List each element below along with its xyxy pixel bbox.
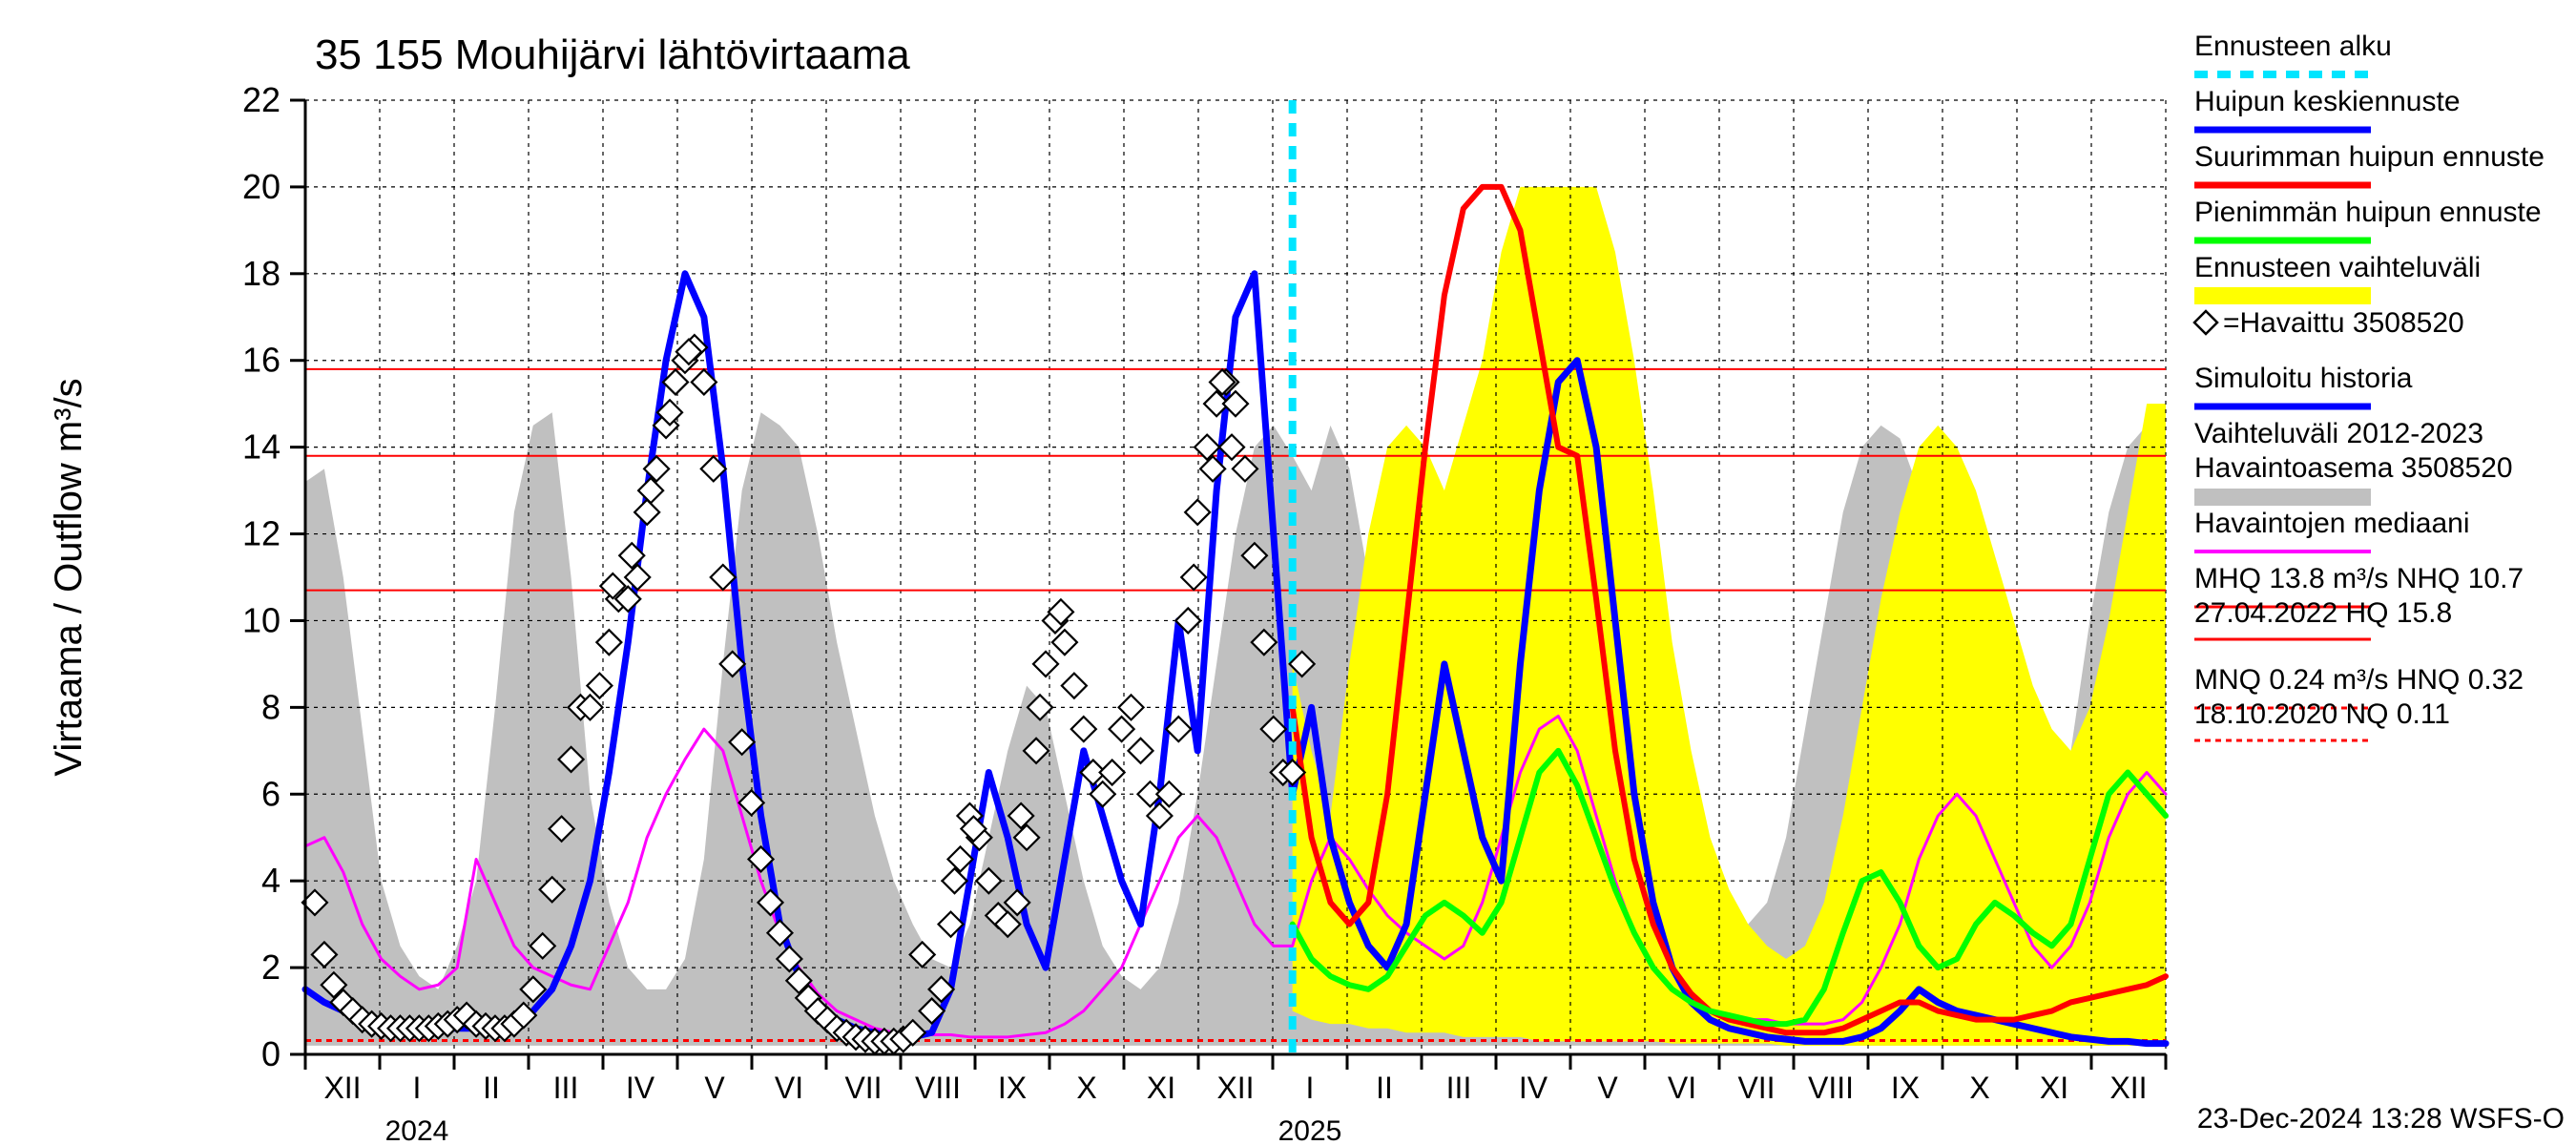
x-month-label: XII (1216, 1071, 1254, 1105)
year-label-left: 2024 (385, 1115, 449, 1145)
legend-label: Ennusteen vaihteluväli (2194, 252, 2481, 283)
y-tick-label: 16 (242, 341, 280, 380)
x-month-label: IX (998, 1071, 1027, 1105)
legend-sublabel: 18.10.2020 NQ 0.11 (2194, 698, 2450, 730)
legend-label: Suurimman huipun ennuste (2194, 141, 2545, 173)
x-month-label: X (1076, 1071, 1096, 1105)
hydrograph-chart: 0246810121416182022XIIIIIIIIIVVVIVIIVIII… (0, 0, 2576, 1145)
legend-sublabel: Havaintoasema 3508520 (2194, 452, 2513, 484)
legend-label: Ennusteen alku (2194, 31, 2392, 62)
x-month-label: V (704, 1071, 725, 1105)
x-month-label: XI (1147, 1071, 1175, 1105)
y-tick-label: 2 (261, 947, 280, 987)
x-month-label: VII (844, 1071, 882, 1105)
legend: Ennusteen alku Huipun keskiennuste Suurimm… (2194, 31, 2545, 740)
y-tick-label: 4 (261, 861, 280, 900)
x-month-label: IV (626, 1071, 655, 1105)
y-tick-label: 8 (261, 687, 280, 726)
legend-label: MHQ 13.8 m³/s NHQ 10.7 (2194, 563, 2524, 594)
y-axis-label: Virtaama / Outflow m³/s (48, 378, 90, 776)
x-month-label: XII (2109, 1071, 2147, 1105)
x-month-label: VIII (915, 1071, 961, 1105)
legend-label: Vaihteluväli 2012-2023 (2194, 418, 2483, 449)
x-month-label: VIII (1808, 1071, 1854, 1105)
legend-sublabel: 27.04.2022 HQ 15.8 (2194, 597, 2452, 629)
x-month-label: I (413, 1071, 422, 1105)
x-month-label: XI (2040, 1071, 2068, 1105)
x-month-label: I (1306, 1071, 1315, 1105)
y-tick-label: 14 (242, 427, 280, 467)
x-month-label: II (1376, 1071, 1393, 1105)
x-month-label: IX (1891, 1071, 1920, 1105)
x-month-label: III (1446, 1071, 1472, 1105)
y-tick-label: 20 (242, 167, 280, 206)
x-month-label: III (553, 1071, 579, 1105)
x-month-label: X (1969, 1071, 1989, 1105)
year-label-right: 2025 (1278, 1115, 1342, 1145)
legend-label: Simuloitu historia (2194, 363, 2413, 394)
y-tick-label: 6 (261, 774, 280, 813)
chart-svg: 0246810121416182022XIIIIIIIIIVVVIVIIVIII… (0, 0, 2576, 1145)
x-month-label: IV (1519, 1071, 1548, 1105)
legend-label: Havaintojen mediaani (2194, 508, 2470, 539)
legend-label: Pienimmän huipun ennuste (2194, 197, 2542, 228)
y-tick-label: 10 (242, 600, 280, 639)
legend-label: Huipun keskiennuste (2194, 86, 2461, 117)
legend-label: MNQ 0.24 m³/s HNQ 0.32 (2194, 664, 2524, 696)
x-month-label: V (1597, 1071, 1618, 1105)
chart-title: 35 155 Mouhijärvi lähtövirtaama (315, 31, 910, 78)
legend-label: =Havaittu 3508520 (2223, 307, 2464, 339)
y-tick-label: 0 (261, 1034, 280, 1073)
x-month-label: XII (323, 1071, 361, 1105)
x-month-label: VI (1668, 1071, 1696, 1105)
y-tick-label: 18 (242, 254, 280, 293)
x-month-label: VI (775, 1071, 803, 1105)
y-tick-label: 22 (242, 80, 280, 119)
timestamp-label: 23-Dec-2024 13:28 WSFS-O (2197, 1103, 2565, 1135)
x-month-label: VII (1737, 1071, 1775, 1105)
y-tick-label: 12 (242, 514, 280, 553)
x-month-label: II (483, 1071, 500, 1105)
